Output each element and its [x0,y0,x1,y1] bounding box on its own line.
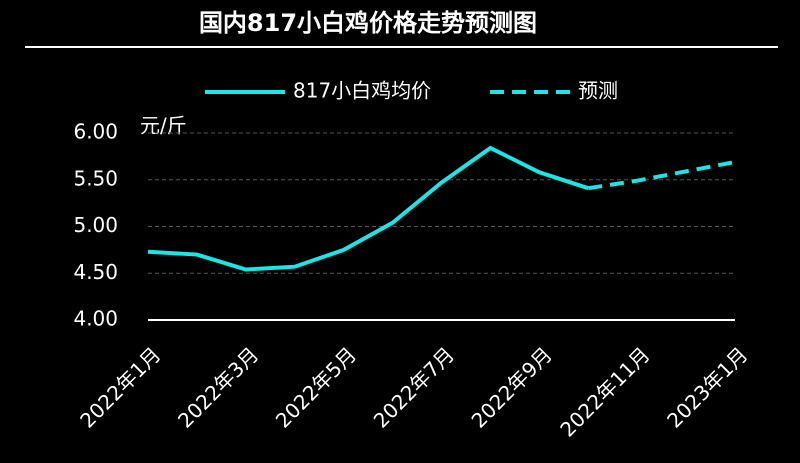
x-tick-label: 2022年5月 [271,342,361,432]
legend-label: 817小白鸡均价 [293,79,431,103]
legend-label: 预测 [578,79,618,103]
y-unit: 元/斤 [140,114,187,138]
x-tick-label: 2022年3月 [173,342,263,432]
line-series [587,160,736,191]
x-tick-label: 2023年1月 [662,342,752,432]
line-series [147,145,589,272]
x-tick-label: 2022年11月 [555,342,654,441]
y-tick-label: 4.00 [73,307,118,331]
chart-title: 国内817小白鸡价格走势预测图 [199,9,537,37]
y-tick-label: 6.00 [73,120,118,144]
x-tick-label: 2022年7月 [369,342,459,432]
x-tick-label: 2022年1月 [75,342,165,432]
x-tick-label: 2022年9月 [467,342,557,432]
y-tick-label: 5.00 [73,213,118,237]
y-tick-label: 4.50 [73,260,118,284]
y-tick-label: 5.50 [73,166,118,190]
